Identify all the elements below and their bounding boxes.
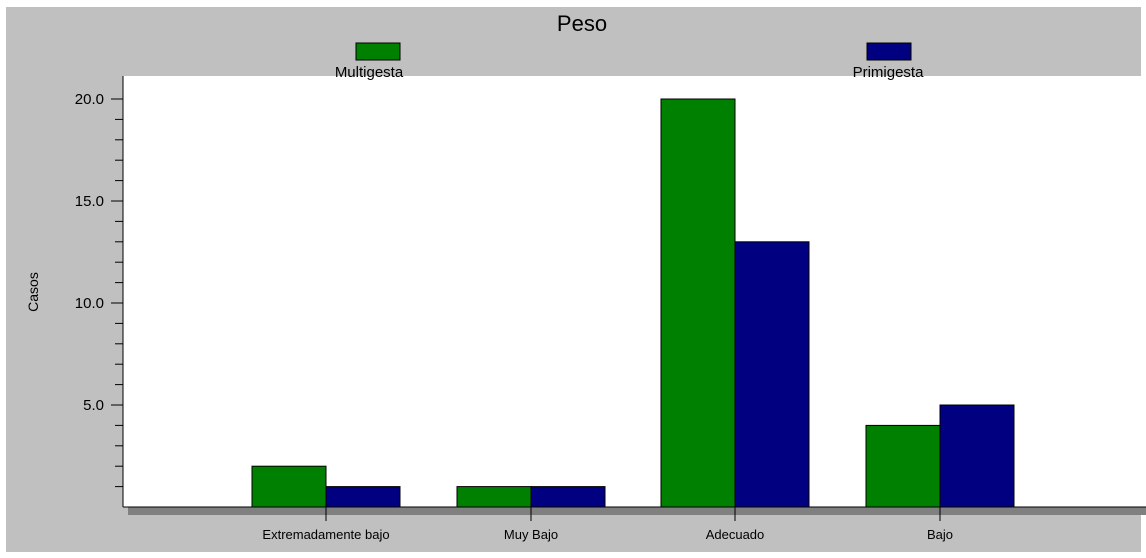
bars xyxy=(251,98,1015,508)
bar-multigesta-4 xyxy=(865,424,941,508)
x-tick-label: Adecuado xyxy=(706,527,765,542)
bar-multigesta-3 xyxy=(660,98,736,508)
x-axis-ticks: Extremadamente bajo Muy Bajo Adecuado Bajo xyxy=(262,507,953,542)
legend-swatch-primigesta xyxy=(866,42,912,61)
y-axis-label: Casos xyxy=(25,272,41,312)
bar-primigesta-2 xyxy=(530,486,606,508)
y-tick-label: 10.0 xyxy=(75,295,104,312)
legend-label-primigesta: Primigesta xyxy=(853,64,925,81)
legend: Multigesta Primigesta xyxy=(335,42,925,81)
bar-primigesta-1 xyxy=(325,486,401,508)
y-tick-label: 20.0 xyxy=(75,91,104,108)
chart-title: Peso xyxy=(557,11,607,36)
x-tick-label: Bajo xyxy=(927,527,953,542)
bar-primigesta-3 xyxy=(734,241,810,508)
legend-label-multigesta: Multigesta xyxy=(335,64,404,81)
x-tick-label: Extremadamente bajo xyxy=(262,527,389,542)
bar-multigesta-2 xyxy=(456,486,532,508)
y-tick-label: 5.0 xyxy=(83,397,104,414)
y-axis-ticks: 5.0 10.0 15.0 20.0 xyxy=(75,91,123,488)
x-tick-label: Muy Bajo xyxy=(504,527,558,542)
y-tick-label: 15.0 xyxy=(75,193,104,210)
bar-primigesta-4 xyxy=(939,404,1015,508)
bar-multigesta-1 xyxy=(251,465,327,508)
legend-swatch-multigesta xyxy=(355,42,401,61)
